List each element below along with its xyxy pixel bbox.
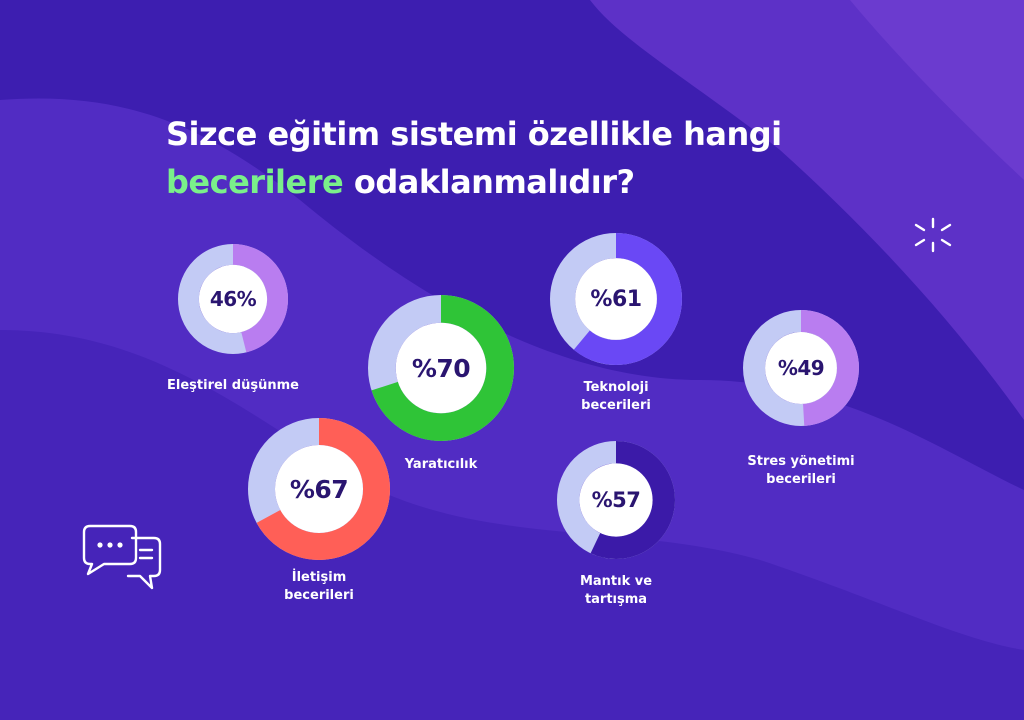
donut-1: 46% xyxy=(178,244,288,354)
donut-value: %67 xyxy=(289,474,349,504)
donut-value: %49 xyxy=(777,356,825,380)
donut-label: Yaratıcılık xyxy=(404,457,478,472)
donut-slice xyxy=(367,294,515,442)
donut-label: İletişim becerileri xyxy=(284,570,354,603)
donut-hole xyxy=(395,322,487,414)
donut-2: %70 xyxy=(367,294,515,442)
donut-hole xyxy=(579,463,653,537)
donut-hole xyxy=(765,332,837,404)
donut-label: Stres yönetimi becerileri xyxy=(747,454,855,487)
donut-value: 46% xyxy=(209,287,257,311)
donut-hole xyxy=(274,444,364,534)
donut-hole xyxy=(198,264,268,334)
donut-slice xyxy=(743,310,859,426)
donut-label: Teknoloji becerileri xyxy=(581,380,651,413)
sparkle-icon xyxy=(914,217,952,253)
donut-value: %57 xyxy=(591,488,641,512)
donut-label: Mantık ve tartışma xyxy=(579,574,653,607)
donut-6: %57 xyxy=(556,440,676,560)
donut-5: %67 xyxy=(248,418,390,560)
donut-slice xyxy=(178,244,288,354)
donut-label: Eleştirel düşünme xyxy=(167,378,299,393)
donut-value: %70 xyxy=(411,353,471,383)
donut-value: %61 xyxy=(590,286,642,312)
title-line-1: Sizce eğitim sistemi özellikle hangi xyxy=(166,115,782,153)
donut-3: %61 xyxy=(550,233,682,365)
donut-slice xyxy=(556,440,676,560)
donut-slice xyxy=(248,418,390,560)
donut-hole xyxy=(575,258,657,340)
donut-4: %49 xyxy=(743,310,859,426)
chat-bubbles-icon xyxy=(82,524,162,590)
title-line-2: odaklanmalıdır? xyxy=(343,163,635,201)
title-highlight: becerilere xyxy=(166,163,344,201)
page-title: Sizce eğitim sistemi özellikle hangi bec… xyxy=(166,110,782,206)
donut-slice xyxy=(550,233,682,365)
